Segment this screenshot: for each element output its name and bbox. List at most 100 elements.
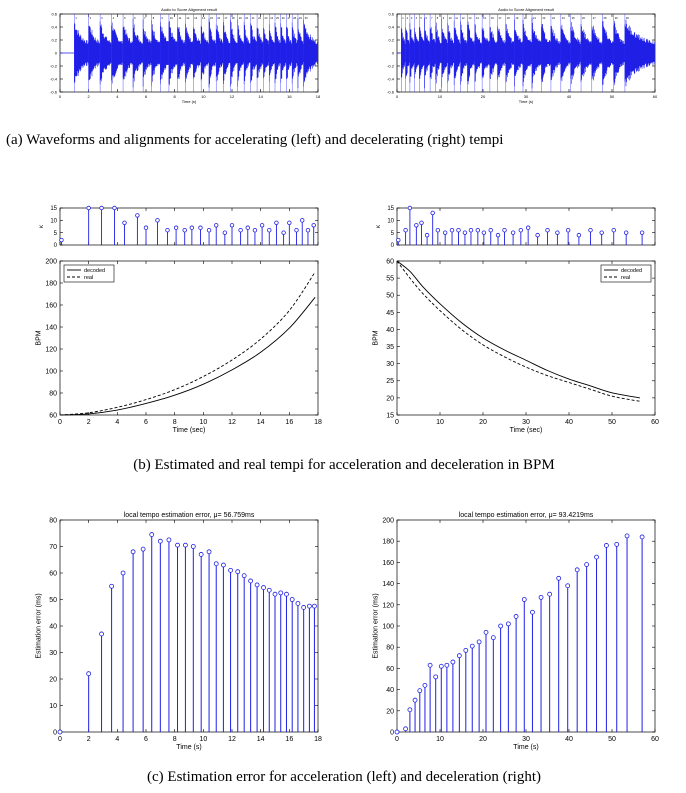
wave-decel-marker-label: 8 xyxy=(437,16,439,20)
wave-decel-marker-label: 5 xyxy=(420,16,422,20)
bpm-accel-ytick-label: 180 xyxy=(45,280,57,287)
err-accel-xtick-label: 10 xyxy=(199,736,207,743)
wave-decel-ytick-label: -0.2 xyxy=(387,63,395,68)
err-accel-stem-marker xyxy=(140,546,146,552)
caption-b: (b) Estimated and real tempi for acceler… xyxy=(133,457,555,473)
err-decel-stem-marker xyxy=(444,662,450,668)
kappa-decel-frame xyxy=(396,207,656,246)
kappa-decel-ylabel: κ xyxy=(376,224,382,228)
err-accel-stem-marker xyxy=(235,569,241,575)
wave-decel-marker-label: 21 xyxy=(533,16,536,20)
err-accel-ytick-label: 50 xyxy=(49,597,57,604)
kappa-accel-ytick-label: 5 xyxy=(54,231,58,237)
kappa-accel-stem-marker xyxy=(252,227,258,233)
err-decel-ytick-label: 140 xyxy=(382,581,394,588)
kappa-decel-stem-marker xyxy=(545,227,550,233)
err-accel-stem-marker xyxy=(295,601,301,606)
wave-decel-marker-label: 18 xyxy=(507,16,510,20)
wave-accel-ytick-label: 0.4 xyxy=(51,24,57,29)
wave-decel-ytick-label: 0.6 xyxy=(388,11,394,16)
bpm-decel-ytick-label: 20 xyxy=(386,395,394,402)
bpm-decel-series-real xyxy=(396,260,641,402)
err-decel-xtick-label: 40 xyxy=(565,736,573,743)
wave-decel-marker-label: 1 xyxy=(402,16,404,20)
err-decel-stem-marker xyxy=(417,688,423,694)
wave-decel-xtick-label: 0 xyxy=(396,94,399,99)
wave-accel-marker-label: 8 xyxy=(153,16,155,20)
bpm-accel-legend xyxy=(63,264,115,283)
bpm-decel-series-decoded xyxy=(396,260,641,399)
kappa-accel-stem-marker xyxy=(305,227,311,233)
bpm-accel-xtick-label: 14 xyxy=(257,419,265,426)
wave-accel-marker-label: 13 xyxy=(194,16,197,20)
bpm-decel-xtick-label: 60 xyxy=(651,419,659,426)
err-accel-xtick-label: 12 xyxy=(228,736,236,743)
err-decel-stem-marker xyxy=(469,643,475,649)
bpm-decel-xtick-label: 0 xyxy=(395,419,399,426)
wave-decel-ytick-label: -0.6 xyxy=(387,89,395,94)
bpm-decel-xtick-label: 10 xyxy=(436,419,444,426)
err-accel-stem-marker xyxy=(86,671,92,677)
err-accel-stem-marker xyxy=(198,552,204,557)
wave-accel-xtick-label: 14 xyxy=(258,94,263,99)
wave-decel-marker-label: 9 xyxy=(443,16,445,20)
wave-accel-ytick-label: -0.6 xyxy=(50,89,58,94)
kappa-decel-stem-marker xyxy=(481,230,487,235)
wave-accel-marker-label: 20 xyxy=(245,16,248,20)
err-decel-xtick-label: 20 xyxy=(479,736,487,743)
wave-accel-ytick-label: 0.2 xyxy=(51,37,57,42)
kappa-accel-stem-marker xyxy=(311,223,316,228)
err-accel-ylabel: Estimation error (ms) xyxy=(35,593,42,658)
kappa-accel-stem-marker xyxy=(86,205,91,211)
err-accel-stem-marker xyxy=(248,578,254,584)
bpm-accel-xlabel: Time (sec) xyxy=(173,427,206,434)
wave-decel-marker-label: 28 xyxy=(604,16,607,20)
kappa-decel-stem-marker xyxy=(414,223,419,228)
wave-decel-ytick-label: 0.4 xyxy=(388,24,394,29)
kappa-accel-ytick-label: 0 xyxy=(54,243,58,249)
kappa-decel-stem-marker xyxy=(495,232,501,238)
err-decel-stem-marker xyxy=(403,726,409,732)
kappa-decel-stem-marker xyxy=(456,227,461,233)
err-accel-stem-marker xyxy=(261,585,266,590)
wave-accel-xlabel: Time (s) xyxy=(182,99,197,104)
wave-decel-marker-label: 26 xyxy=(582,16,585,20)
wave-accel-marker-label: 28 xyxy=(293,16,296,20)
wave-accel-xtick-label: 18 xyxy=(316,94,321,99)
err-accel-xtick-label: 2 xyxy=(87,736,91,743)
kappa-decel-stem-marker xyxy=(488,227,493,233)
err-accel-stem-marker xyxy=(183,542,188,548)
kappa-accel-stem-marker xyxy=(135,213,140,218)
kappa-decel-stem-marker xyxy=(518,227,524,233)
err-decel-stem-marker xyxy=(450,659,456,665)
err-decel-stem-marker xyxy=(639,534,645,540)
err-accel-frame xyxy=(59,519,319,733)
err-decel-xtick-label: 10 xyxy=(436,736,444,743)
err-accel-xlabel: Time (s) xyxy=(176,744,201,751)
wave-decel-xtick-label: 40 xyxy=(567,94,572,99)
wave-decel-marker-label: 23 xyxy=(552,16,555,20)
wave-decel-marker-label: 14 xyxy=(476,16,479,20)
kappa-decel-stem-marker xyxy=(535,232,540,238)
wave-decel-marker-label: 15 xyxy=(483,16,486,20)
wave-decel-marker-label: 11 xyxy=(455,16,458,20)
wave-decel-xtick-label: 30 xyxy=(524,94,529,99)
wave-accel-marker-label: 17 xyxy=(224,16,227,20)
kappa-accel-stem-marker xyxy=(59,237,64,243)
wave-accel-marker-label: 4 xyxy=(113,16,115,20)
err-accel-stem-marker xyxy=(306,603,312,609)
wave-decel-ytick-label: 0 xyxy=(392,50,395,55)
kappa-accel-stem-marker xyxy=(189,225,195,230)
kappa-decel-ytick-label: 0 xyxy=(391,243,395,249)
wave-accel-marker-label: 3 xyxy=(101,16,103,20)
err-decel-stem-marker xyxy=(604,543,609,548)
kappa-accel-ylabel: κ xyxy=(39,224,45,228)
wave-accel-marker-label: 19 xyxy=(239,16,242,20)
kappa-accel-stem-marker xyxy=(155,218,160,223)
kappa-decel-stem-marker xyxy=(623,230,629,235)
wave-accel-marker-label: 22 xyxy=(258,16,261,20)
kappa-accel-stem-marker xyxy=(281,230,286,235)
wave-accel-marker-label: 9 xyxy=(161,16,163,20)
wave-decel-marker-label: 6 xyxy=(426,16,428,20)
kappa-decel-ytick-label: 15 xyxy=(387,206,394,212)
